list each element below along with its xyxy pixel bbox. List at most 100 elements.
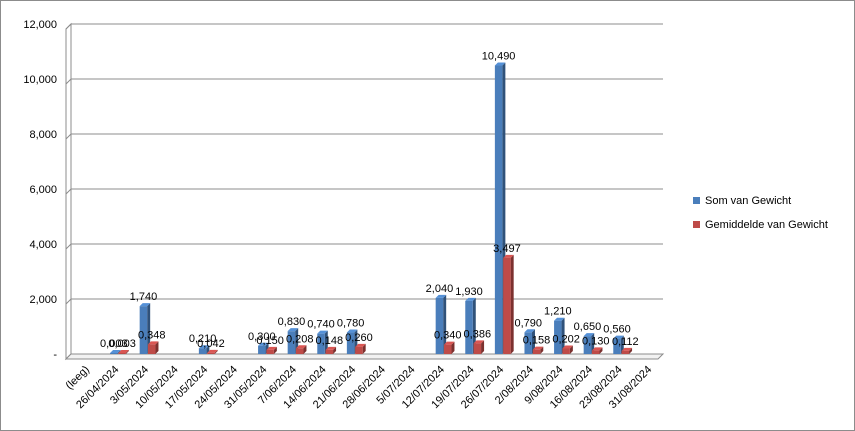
bar [198,348,207,354]
bar [266,349,274,354]
legend-label: Gemiddelde van Gewicht [705,219,828,231]
bar [583,336,592,354]
bar-top [591,347,603,351]
bar-top [473,340,485,344]
bar-top [583,333,595,337]
bar [346,332,355,354]
bar-top [295,345,307,349]
bar-side [481,340,485,354]
bar [613,338,621,354]
bar [524,332,532,354]
bar-side [155,341,159,354]
bar-top [118,350,129,353]
data-label: 0,830 [278,316,306,328]
bar-top [524,329,535,333]
bar-side [117,350,121,354]
bar [473,343,482,354]
bar-top [435,294,447,298]
y-tick-label: 4,000 [29,239,57,251]
bar [554,320,562,354]
bar-side [510,254,514,354]
bar-side [443,294,447,354]
floor [64,353,665,360]
bar [147,344,156,354]
legend-label: Som van Gewicht [705,195,791,207]
bar [494,65,503,355]
bar [355,346,363,354]
bar-top [258,342,269,346]
bar [465,300,473,354]
bar-side [324,330,328,354]
bar-side [531,329,535,354]
y-tick-label: 6,000 [29,184,57,196]
bar-top [198,345,210,349]
bar-top [554,317,565,321]
data-label: 0,740 [307,319,335,331]
bar-side [540,346,544,354]
bar-top [494,62,506,66]
bar-side [303,345,307,354]
gridline-depth [65,298,72,305]
gridline-depth [65,23,72,30]
data-label: 0,148 [316,335,344,347]
bar-side [214,349,218,354]
bar-side [620,335,624,354]
gridline-depth [65,78,72,85]
bar-top [355,343,366,347]
bar-top [147,341,159,345]
bar-top [613,335,624,339]
data-label: 10,490 [482,51,516,63]
bar-side [147,303,151,354]
bar-side [591,333,595,354]
data-label: 3,497 [493,243,521,255]
bar-top [621,347,633,351]
bar-side [569,345,573,354]
bar-top [317,330,328,334]
data-label: 0,130 [582,335,610,347]
bar [139,306,148,354]
bar-top [465,297,476,301]
bar-side [125,350,129,354]
bar [435,297,444,354]
bar-top [110,350,121,353]
legend-swatch [693,197,700,204]
data-label: 0,003 [100,338,128,350]
data-label: 0,560 [603,324,631,336]
bar [532,349,541,354]
bar-side [362,343,366,354]
y-tick-label: 8,000 [29,129,57,141]
legend-swatch [693,221,700,228]
bar-top [207,349,218,353]
bar [118,353,126,354]
bar-top [287,328,299,332]
bar-top [443,341,455,345]
bar [110,353,118,354]
y-tick-label: 10,000 [23,74,57,86]
y-tick-label: 12,000 [23,19,57,31]
data-label: 0,386 [464,328,492,340]
bar-side [273,346,277,354]
data-label: 2,040 [426,283,454,295]
bar-side [333,346,337,354]
data-label: 1,210 [544,306,572,318]
gridline-depth [65,188,72,195]
data-label: 0,300 [248,331,276,343]
gridline-depth [65,243,72,250]
data-label: 0,780 [337,318,365,330]
bar [325,349,334,354]
bar-side [629,347,633,354]
bar [317,333,325,354]
bar-top [325,346,337,350]
bar-side [472,297,476,354]
bar-top [346,329,358,333]
bar [621,350,630,354]
bar-top [266,346,277,350]
bar-side [451,341,455,354]
data-label: 0,202 [552,333,580,345]
bar-top [532,346,544,350]
data-label: 0,790 [514,317,542,329]
bar-side [561,317,565,354]
data-label: 0,150 [256,335,284,347]
